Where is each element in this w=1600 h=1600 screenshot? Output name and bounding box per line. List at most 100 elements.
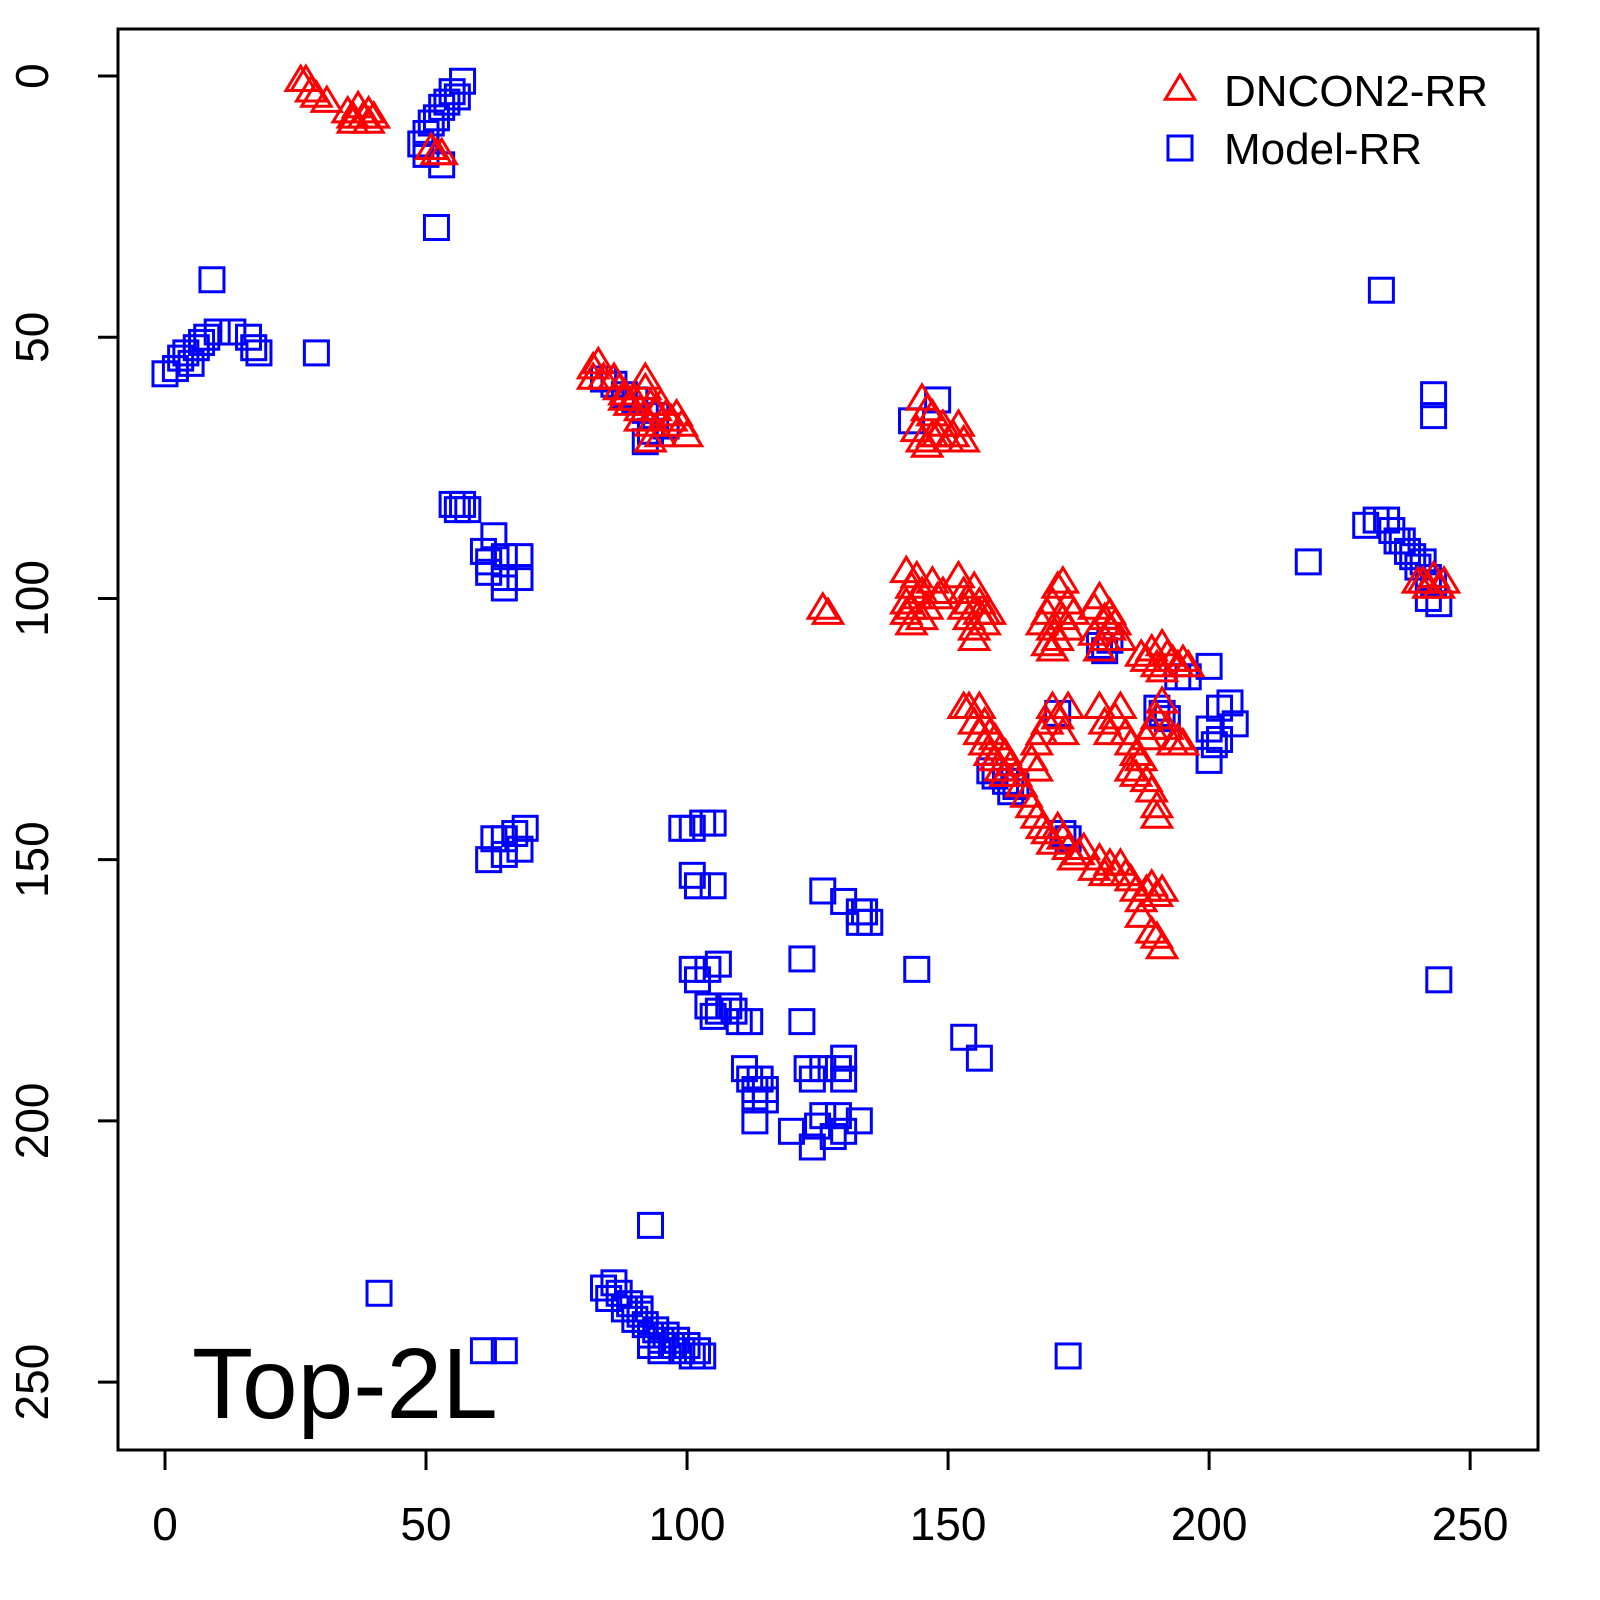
model-rr-point — [511, 814, 539, 842]
plot-frame — [116, 27, 1540, 1452]
model-rr-point — [694, 992, 722, 1020]
model-rr-point — [1378, 517, 1406, 545]
dncon2-rr-point — [1029, 705, 1065, 735]
y-tick-label: 100 — [6, 560, 58, 637]
model-rr-point — [438, 490, 466, 518]
model-rr-point — [1373, 506, 1401, 534]
dncon2-rr-point — [1139, 878, 1175, 907]
dncon2-rr-point — [1421, 570, 1457, 599]
dncon2-rr-point — [1113, 752, 1149, 782]
model-rr-point — [219, 318, 247, 346]
model-rr-point — [715, 992, 743, 1020]
x-tick-label: 0 — [152, 1498, 178, 1550]
dncon2-rr-point — [1134, 773, 1170, 803]
dncon2-rr-point — [894, 591, 929, 620]
model-rr-point — [1399, 543, 1427, 571]
model-rr-point — [1388, 527, 1416, 555]
model-rr-point — [856, 908, 884, 936]
model-rr-point — [683, 872, 711, 900]
model-rr-point — [605, 1279, 633, 1307]
dncon2-rr-point — [1405, 564, 1441, 594]
model-rr-point — [631, 1311, 659, 1339]
model-rr-point — [965, 1044, 993, 1072]
x-tick-label: 250 — [1432, 1498, 1509, 1550]
model-rr-point — [657, 1332, 685, 1360]
dncon2-rr-point — [962, 690, 997, 719]
dncon2-rr-point — [1139, 920, 1175, 949]
model-rr-point — [678, 861, 706, 889]
dncon2-rr-point — [351, 105, 386, 134]
dncon2-rr-point — [1035, 826, 1070, 855]
dncon2-rr-point — [982, 732, 1018, 761]
model-rr-point — [845, 908, 873, 936]
dncon2-rr-point — [627, 361, 663, 390]
dncon2-rr-point — [904, 423, 940, 453]
model-rr-point — [506, 543, 534, 571]
dncon2-rr-point — [1040, 570, 1076, 599]
model-rr-point — [490, 840, 518, 868]
model-rr-point — [678, 814, 706, 842]
dncon2-rr-point — [1139, 789, 1175, 819]
dncon2-rr-point — [1144, 653, 1180, 683]
x-tick-label: 150 — [910, 1498, 987, 1550]
model-rr-point — [1054, 1342, 1082, 1370]
model-rr-point — [777, 1117, 805, 1145]
model-rr-point — [704, 950, 732, 978]
model-rr-point — [469, 1337, 497, 1365]
dncon2-rr-point — [956, 611, 992, 641]
model-rr-point — [443, 496, 471, 524]
model-rr-point — [1294, 548, 1322, 576]
dncon2-rr-point — [351, 94, 386, 124]
model-rr-point — [454, 496, 482, 524]
model-rr-point — [663, 1326, 691, 1354]
model-rr-point — [824, 1055, 852, 1083]
series-dncon2-rr — [283, 63, 1462, 960]
dncon2-rr-point — [972, 596, 1008, 625]
dncon2-rr-point — [982, 752, 1018, 782]
model-rr-point — [699, 809, 727, 837]
model-rr-point — [1216, 689, 1244, 717]
series-model-rr — [151, 67, 1453, 1370]
dncon2-rr-point — [1029, 627, 1065, 657]
model-rr-point — [1195, 715, 1223, 743]
dncon2-rr-point — [920, 580, 955, 610]
model-rr-point — [1352, 511, 1380, 539]
model-rr-point — [475, 846, 503, 874]
model-rr-point — [1425, 966, 1453, 994]
dncon2-rr-point — [951, 690, 987, 719]
dncon2-rr-point — [1045, 564, 1081, 594]
model-rr-point — [647, 1337, 675, 1365]
dncon2-rr-point — [575, 350, 611, 380]
model-rr-point — [595, 1284, 623, 1312]
model-rr-point — [798, 1065, 826, 1093]
model-rr-point — [240, 334, 268, 362]
legend-label: DNCON2-RR — [1224, 67, 1488, 116]
legend-label: Model-RR — [1224, 125, 1422, 174]
legend-square-marker — [1166, 134, 1194, 162]
model-rr-point — [449, 490, 477, 518]
dncon2-rr-point — [904, 601, 940, 631]
model-rr-point — [845, 898, 873, 926]
model-rr-point — [193, 323, 221, 351]
dncon2-rr-point — [1108, 857, 1143, 887]
model-rr-point — [683, 966, 711, 994]
model-rr-point — [1200, 731, 1228, 759]
model-rr-point — [720, 997, 748, 1025]
x-tick-label: 100 — [649, 1498, 726, 1550]
dncon2-rr-point — [1139, 800, 1175, 829]
dncon2-rr-point — [1144, 873, 1180, 902]
dncon2-rr-point — [956, 622, 992, 651]
model-rr-point — [1195, 746, 1223, 774]
y-tick-label: 150 — [6, 821, 58, 898]
model-rr-point — [198, 266, 226, 294]
model-rr-point — [506, 835, 534, 863]
dncon2-rr-point — [1050, 690, 1086, 719]
model-rr-point — [788, 1008, 816, 1036]
model-rr-point — [480, 522, 508, 550]
x-tick-label: 200 — [1171, 1498, 1248, 1550]
dncon2-rr-point — [1139, 700, 1175, 730]
model-rr-point — [804, 1112, 832, 1140]
model-rr-point — [182, 334, 210, 362]
model-rr-point — [730, 1055, 758, 1083]
model-rr-point — [490, 574, 518, 602]
